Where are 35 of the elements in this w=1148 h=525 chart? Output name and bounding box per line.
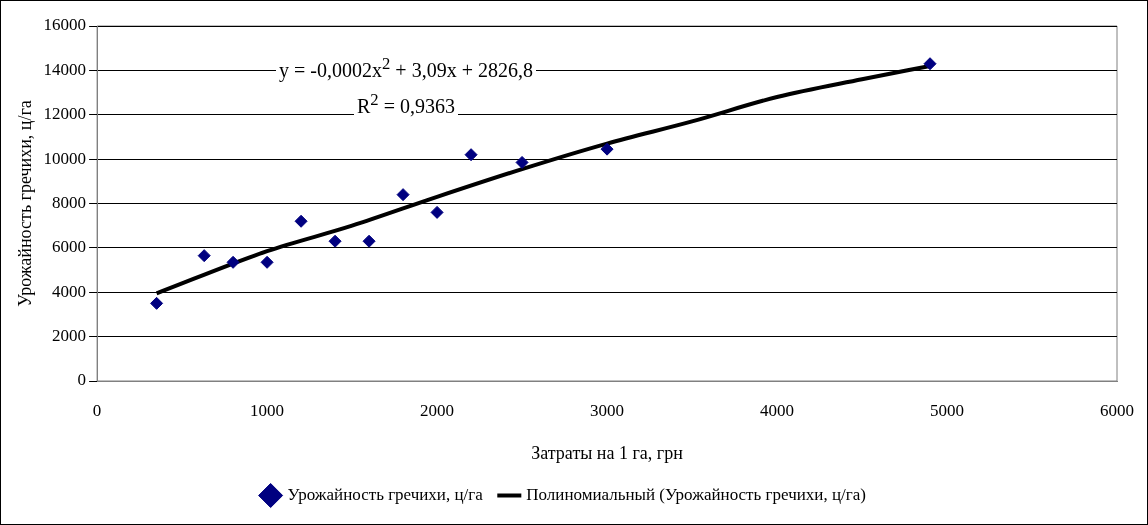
x-tick-label: 4000 (760, 400, 795, 420)
y-tick-label: 2000 (52, 326, 87, 346)
point (226, 255, 240, 269)
y-tick-label: 12000 (43, 104, 87, 124)
point (150, 296, 164, 310)
point (294, 214, 308, 228)
y-tick-label: 10000 (43, 148, 87, 168)
point (600, 142, 614, 156)
y-tick-label: 6000 (52, 237, 87, 257)
x-tick-label: 0 (92, 400, 102, 420)
x-tick-label: 6000 (1100, 400, 1134, 420)
x-tick-label: 1000 (250, 400, 285, 420)
x-axis-title: Затраты на 1 га, грн (531, 442, 684, 463)
point (430, 205, 444, 219)
x-tick-label: 3000 (590, 400, 625, 420)
point (396, 188, 410, 202)
point (515, 155, 529, 169)
point (328, 234, 342, 248)
point (923, 57, 937, 71)
annotation: R$^{2}$ = 0,9363 (354, 88, 458, 119)
legend-label: Урожайность гречихи, ц/га (287, 484, 484, 504)
x-tick-label: 5000 (930, 400, 965, 420)
legend-label: Полиномиальный (Урожайность гречихи, ц/га) (526, 484, 866, 504)
point (464, 148, 478, 162)
y-tick-label: 16000 (43, 15, 87, 35)
point (197, 249, 211, 263)
y-tick-label: 14000 (43, 59, 87, 79)
x-tick-label: 2000 (420, 400, 455, 420)
y-tick-label: 8000 (52, 192, 87, 212)
annotation: y = -0,0002x$^{2}$ + 3,09x + 2826,8 (276, 53, 536, 83)
y-tick-label: 0 (77, 370, 87, 390)
y-tick-label: 4000 (52, 281, 87, 301)
point (260, 255, 274, 269)
y-axis-title: Урожайность гречихи, ц/га (14, 100, 35, 307)
point (362, 234, 376, 248)
